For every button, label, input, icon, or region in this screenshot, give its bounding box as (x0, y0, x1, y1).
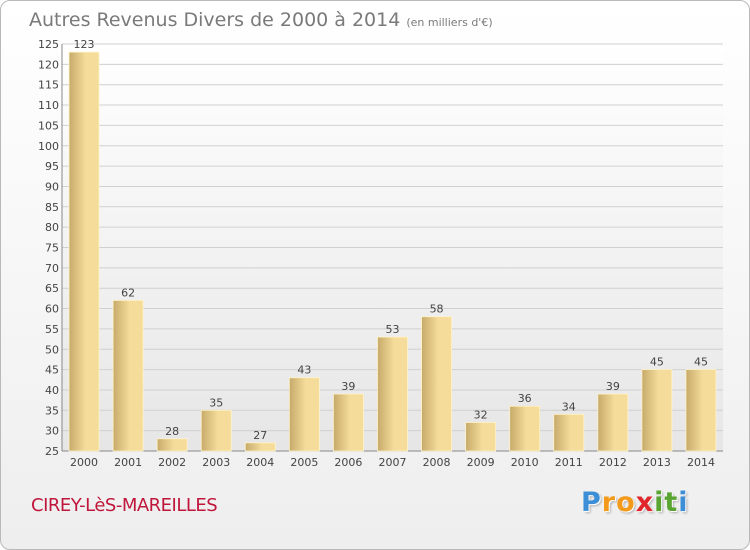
logo-letter: r (601, 487, 617, 518)
bar-value-label: 39 (606, 380, 620, 393)
y-tick-label: 120 (38, 58, 59, 71)
x-tick-label: 2011 (555, 456, 583, 469)
y-tick-label: 90 (45, 180, 59, 193)
bar-value-label: 28 (165, 425, 179, 438)
bar (156, 438, 188, 452)
bar (553, 413, 585, 452)
x-tick-label: 2012 (599, 456, 627, 469)
chart-subtitle: (en milliers d'€) (406, 16, 493, 29)
x-tick-label: 2006 (334, 456, 362, 469)
y-tick-label: 65 (45, 282, 59, 295)
bar (333, 393, 364, 452)
y-tick-label: 25 (45, 445, 59, 458)
y-tick-label: 125 (38, 38, 59, 51)
y-tick-label: 75 (45, 242, 59, 255)
bar-value-label: 39 (341, 380, 355, 393)
y-tick-label: 115 (38, 79, 59, 92)
y-tick-label: 55 (45, 323, 59, 336)
logo-letter: o (616, 487, 636, 518)
bar (465, 422, 497, 452)
x-tick-label: 2009 (467, 456, 495, 469)
x-tick-label: 2010 (511, 456, 539, 469)
bar-value-label: 36 (518, 392, 532, 405)
bar (244, 442, 276, 452)
bar (641, 369, 673, 452)
x-tick-label: 2008 (423, 456, 451, 469)
y-tick-label: 110 (38, 99, 59, 112)
y-tick-label: 60 (45, 303, 59, 316)
bar-value-label: 58 (430, 303, 444, 316)
bar-value-label: 53 (386, 323, 400, 336)
bar (597, 393, 629, 452)
y-tick-label: 95 (45, 160, 59, 173)
y-tick-label: 50 (45, 343, 59, 356)
y-tick-label: 45 (45, 364, 59, 377)
bar (200, 409, 232, 452)
bar-value-label: 43 (297, 364, 311, 377)
y-tick-label: 80 (45, 221, 59, 234)
bar (112, 300, 144, 452)
bar-value-label: 32 (474, 409, 488, 422)
bar-value-label: 27 (253, 429, 267, 442)
x-tick-label: 2007 (379, 456, 407, 469)
y-tick-label: 35 (45, 404, 59, 417)
y-tick-label: 85 (45, 201, 59, 214)
bar-value-label: 45 (694, 356, 708, 369)
y-tick-label: 70 (45, 262, 59, 275)
logo-letter: t (664, 487, 679, 518)
x-tick-label: 2004 (246, 456, 274, 469)
y-tick-label: 100 (38, 140, 59, 153)
chart-title: Autres Revenus Divers de 2000 à 2014 (en … (29, 9, 493, 31)
proxiti-logo: Proxiti (581, 487, 689, 518)
bar (509, 405, 541, 452)
logo-letter: i (654, 487, 665, 518)
x-tick-label: 2005 (290, 456, 318, 469)
bar-value-label: 45 (650, 356, 664, 369)
bar-value-label: 123 (74, 38, 95, 51)
bar (68, 51, 100, 452)
y-tick-label: 105 (38, 119, 59, 132)
bar (685, 369, 717, 452)
chart-title-text: Autres Revenus Divers de 2000 à 2014 (29, 9, 401, 31)
x-tick-label: 2013 (643, 456, 671, 469)
y-tick-label: 40 (45, 384, 59, 397)
logo-letter: i (678, 487, 689, 518)
bar (288, 377, 320, 452)
x-tick-label: 2014 (687, 456, 715, 469)
bar (421, 316, 452, 452)
bar-value-label: 62 (121, 286, 135, 299)
bar (377, 336, 408, 452)
y-tick-label: 30 (45, 425, 59, 438)
x-tick-label: 2000 (70, 456, 98, 469)
bar-value-label: 34 (562, 400, 576, 413)
bar-value-label: 35 (209, 396, 223, 409)
x-tick-label: 2003 (202, 456, 230, 469)
x-tick-label: 2001 (114, 456, 142, 469)
city-label: CIREY-LèS-MAREILLES (31, 495, 218, 516)
x-tick-label: 2002 (158, 456, 186, 469)
logo-letter: P (581, 487, 602, 518)
logo-letter: x (635, 487, 655, 518)
